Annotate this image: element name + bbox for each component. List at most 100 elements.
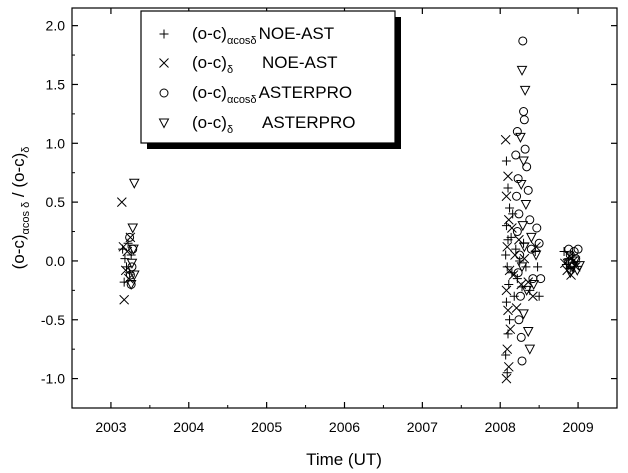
y-tick-label: -1.0	[41, 371, 65, 387]
legend-entry-1-sub: αcosδ	[227, 35, 257, 47]
data-point-series-3	[573, 244, 583, 254]
legend: (o-c)αcosδ NOE-AST (o-c)δ NOE-AST (o-c)αco…	[140, 10, 401, 149]
data-point-series-3	[512, 227, 522, 237]
data-point-series-1	[509, 291, 519, 301]
data-point-series-3	[515, 250, 525, 260]
y-axis-title-sub2: δ	[20, 147, 32, 153]
data-point-series-2	[505, 324, 516, 335]
data-point-series-2	[559, 258, 570, 269]
data-point-series-1	[533, 262, 543, 272]
x-tick-label: 2006	[329, 419, 360, 435]
legend-entry-2-pre: (o-c)	[192, 53, 227, 72]
data-point-series-3	[522, 162, 532, 172]
legend-entry-1: (o-c)αcosδ NOE-AST	[192, 24, 334, 47]
legend-entry-4-name: ASTERPRO	[262, 113, 356, 132]
data-point-series-4	[126, 258, 138, 269]
data-point-series-1	[501, 250, 511, 260]
data-point-series-1	[501, 297, 511, 307]
data-point-series-3	[516, 332, 526, 342]
data-point-series-4	[564, 268, 576, 279]
legend-entry-2: (o-c)δ NOE-AST	[192, 53, 338, 76]
legend-marker-2	[159, 58, 169, 68]
data-point-series-2	[503, 305, 513, 316]
legend-entry-2-name: NOE-AST	[262, 53, 338, 72]
data-point-series-2	[519, 253, 530, 264]
data-point-series-2	[504, 265, 515, 276]
legend-marker-3	[159, 88, 169, 98]
data-point-series-2	[507, 223, 517, 233]
data-point-series-2	[502, 344, 513, 355]
axis-ticks: 2003 2004 2005 2006 2007 2008 2009 -1.0 -0.5 0.0 0…	[41, 8, 618, 435]
data-point-series-2	[503, 361, 514, 372]
data-point-series-1	[120, 254, 130, 264]
data-point-series-4	[520, 199, 532, 211]
data-point-series-1	[503, 329, 513, 339]
data-point-series-4	[518, 156, 529, 167]
legend-entry-3: (o-c)αcosδ ASTERPRO	[192, 83, 352, 106]
data-point-series-4	[522, 327, 534, 338]
data-point-series-3	[517, 356, 527, 366]
data-point-series-1	[511, 244, 521, 254]
legend-entry-2-sub: δ	[227, 64, 233, 76]
data-point-series-1	[502, 368, 512, 378]
legend-entry-4: (o-c)δ ASTERPRO	[192, 113, 356, 136]
data-point-series-2	[516, 279, 527, 290]
data-point-series-3	[534, 238, 544, 248]
data-point-series-3	[512, 191, 522, 201]
x-tick-label: 2007	[407, 419, 438, 435]
data-point-series-3	[520, 144, 530, 154]
data-point-series-1	[501, 350, 511, 360]
data-point-series-3	[518, 36, 528, 46]
y-tick-label: 0.5	[46, 194, 66, 210]
data-point-series-4	[518, 309, 529, 320]
legend-entry-4-pre: (o-c)	[192, 113, 227, 132]
data-point-series-3	[525, 215, 535, 225]
data-point-series-3	[511, 150, 521, 160]
y-axis-title-sub1: αcos δ	[20, 202, 32, 235]
data-point-series-1	[502, 262, 512, 272]
data-point-series-2	[501, 373, 512, 384]
legend-entry-3-name: ASTERPRO	[259, 83, 353, 102]
data-point-series-2	[119, 294, 130, 305]
data-point-series-2	[118, 241, 129, 252]
data-point-series-2	[531, 241, 541, 252]
data-point-series-1	[534, 291, 544, 301]
data-point-series-4	[521, 285, 533, 296]
x-tick-label: 2009	[562, 419, 593, 435]
y-axis-title: (o-c)αcos δ / (o-c)δ	[9, 147, 32, 270]
y-axis-title-mid: / (o-c)	[9, 153, 28, 202]
y-tick-label: 1.5	[46, 76, 66, 92]
data-point-series-2	[503, 214, 514, 225]
data-point-series-1	[506, 232, 516, 242]
legend-entry-1-name: NOE-AST	[259, 24, 335, 43]
data-point-series-4	[562, 258, 574, 269]
data-point-series-4	[574, 261, 585, 272]
data-point-series-3	[513, 268, 523, 278]
data-point-series-2	[508, 270, 519, 280]
data-point-series-3	[512, 127, 522, 137]
legend-entry-1-pre: (o-c)	[192, 24, 227, 43]
data-point-series-4	[127, 223, 139, 234]
data-point-series-2	[116, 197, 127, 207]
data-point-series-4	[516, 65, 528, 76]
data-point-series-2	[510, 250, 520, 260]
data-point-series-3	[526, 244, 536, 254]
y-tick-label: 1.0	[46, 135, 66, 151]
data-point-series-3	[523, 185, 533, 195]
data-point-series-4	[528, 279, 540, 291]
data-point-series-2	[503, 171, 513, 182]
data-point-series-4	[567, 262, 578, 273]
data-point-series-3	[513, 174, 523, 184]
legend-box	[140, 10, 396, 144]
data-point-series-2	[501, 191, 512, 202]
data-point-series-4	[515, 132, 526, 143]
y-tick-label: -0.5	[41, 312, 65, 328]
data-point-series-4	[125, 279, 137, 291]
data-point-series-2	[528, 291, 538, 302]
data-point-series-4	[517, 221, 529, 232]
legend-entry-3-pre: (o-c)	[192, 83, 227, 102]
data-point-series-3	[532, 223, 542, 233]
data-point-series-4	[128, 178, 140, 189]
data-point-series-4	[128, 244, 139, 255]
x-tick-label: 2003	[95, 419, 126, 435]
